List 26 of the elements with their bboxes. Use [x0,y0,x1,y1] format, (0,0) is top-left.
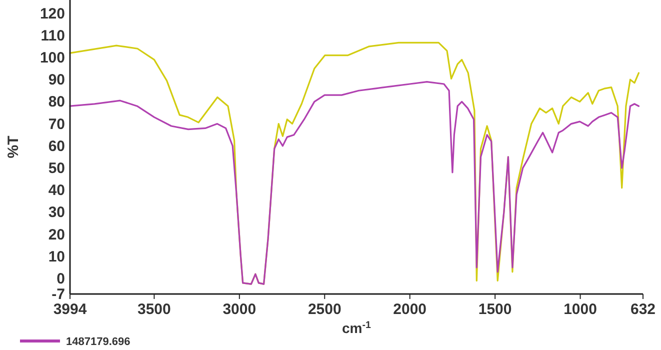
x-axis-title: cm$^{-1}$ [342,320,372,336]
y-tick-label: 40 [48,182,65,200]
y-tick-label: 0 [56,270,65,288]
y-tick-label: 100 [40,49,65,66]
x-tick-label: 3994 [53,301,88,318]
x-tick-label: 632 [630,301,656,318]
x-tick-label: 2000 [393,301,427,318]
x-tick-label: 1000 [564,301,597,318]
y-tick-label: 60 [48,138,65,155]
y-tick-label: 50 [48,160,65,177]
y-tick-label: 20 [48,226,65,244]
y-tick-label: 30 [48,204,65,222]
y-tick-label: 70 [48,116,65,133]
x-tick-label: 2500 [308,301,342,318]
y-tick-label: -7 [52,286,65,303]
y-tick-label: 80 [48,94,65,111]
y-axis-title: %T [5,136,22,158]
x-tick-label: 1500 [478,301,512,318]
line-series [69,80,640,285]
x-tick-label: 3500 [138,301,171,318]
y-tick-label: 120 [40,5,65,22]
y-tick-label: 110 [40,27,65,44]
legend-label: 1487179.696 [66,336,130,348]
y-tick-label: 90 [48,72,65,89]
y-tick-label: 10 [48,248,65,266]
x-tick-label: 3000 [222,301,256,318]
